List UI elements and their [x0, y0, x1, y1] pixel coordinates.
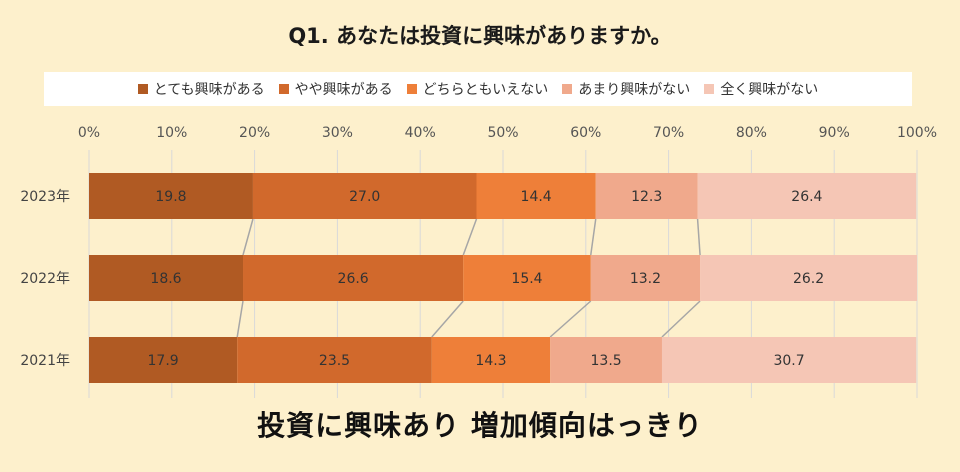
x-tick-label: 20%: [239, 125, 270, 141]
x-tick-label: 90%: [819, 125, 850, 141]
bar-segment: [590, 255, 701, 301]
bar-segment: [252, 173, 477, 219]
bar-segment: [431, 337, 551, 383]
legend-item: あまり興味がない: [562, 79, 690, 99]
bar-segment: [697, 173, 917, 219]
legend: とても興味がある やや興味がある どちらともいえない あまり興味がない 全く興味がない: [44, 72, 912, 106]
x-tick-label: 100%: [897, 125, 937, 141]
data-label: 12.3: [631, 189, 662, 205]
x-tick-label: 50%: [487, 125, 518, 141]
bar-segment: [463, 255, 591, 301]
bar-segment: [476, 173, 596, 219]
legend-label: 全く興味がない: [720, 82, 819, 98]
chart-subtitle: 投資に興味あり 増加傾向はっきり: [257, 409, 703, 442]
data-label: 19.8: [155, 189, 186, 205]
data-label: 23.5: [319, 353, 350, 369]
x-tick-label: 80%: [736, 125, 767, 141]
x-tick-label: 40%: [405, 125, 436, 141]
bar-segment: [89, 337, 238, 383]
legend-label: とても興味がある: [153, 82, 265, 98]
data-label: 14.4: [521, 189, 552, 205]
series-line: [549, 300, 592, 338]
bar-segment: [243, 255, 464, 301]
data-label: 27.0: [349, 189, 380, 205]
bar-segment: [237, 337, 432, 383]
x-tick-label: 0%: [78, 125, 100, 141]
series-line: [462, 218, 478, 256]
data-label: 30.7: [773, 353, 804, 369]
x-tick-label: 10%: [156, 125, 187, 141]
legend-item: とても興味がある: [137, 79, 265, 99]
legend-label: あまり興味がない: [578, 82, 691, 98]
series-line: [236, 300, 244, 338]
category-label: 2022年: [20, 271, 70, 287]
chart-title: Q1. あなたは投資に興味がありますか。: [288, 24, 672, 48]
legend-swatch: [406, 84, 417, 94]
data-label: 15.4: [511, 271, 542, 287]
bar-segment: [661, 337, 917, 383]
legend-swatch: [704, 84, 715, 94]
category-label: 2023年: [20, 189, 70, 205]
series-line: [696, 218, 701, 256]
series-line: [242, 218, 254, 256]
data-label: 13.2: [630, 271, 661, 287]
x-tick-label: 70%: [653, 125, 684, 141]
category-label: 2021年: [20, 353, 70, 369]
data-label: 26.6: [338, 271, 369, 287]
series-line: [590, 218, 597, 256]
bar-segment: [700, 255, 917, 301]
x-tick-label: 30%: [322, 125, 353, 141]
legend-swatch: [562, 84, 573, 94]
data-label: 13.5: [591, 353, 622, 369]
bar-segment: [89, 255, 244, 301]
bar-segment: [89, 173, 253, 219]
data-label: 26.4: [791, 189, 822, 205]
legend-label: どちらともいえない: [422, 82, 549, 98]
series-line: [431, 300, 464, 338]
legend-label: やや興味がある: [294, 82, 393, 98]
data-label: 26.2: [793, 271, 824, 287]
bar-segment: [550, 337, 662, 383]
data-label: 14.3: [475, 353, 506, 369]
legend-item: 全く興味がない: [704, 79, 818, 99]
series-line: [661, 300, 701, 338]
bar-segment: [595, 173, 698, 219]
data-label: 18.6: [150, 271, 181, 287]
legend-item: やや興味がある: [278, 79, 393, 99]
x-tick-label: 60%: [570, 125, 601, 141]
legend-item: どちらともいえない: [406, 79, 549, 99]
legend-swatch: [278, 84, 289, 94]
legend-swatch: [137, 84, 148, 94]
data-label: 17.9: [148, 353, 179, 369]
